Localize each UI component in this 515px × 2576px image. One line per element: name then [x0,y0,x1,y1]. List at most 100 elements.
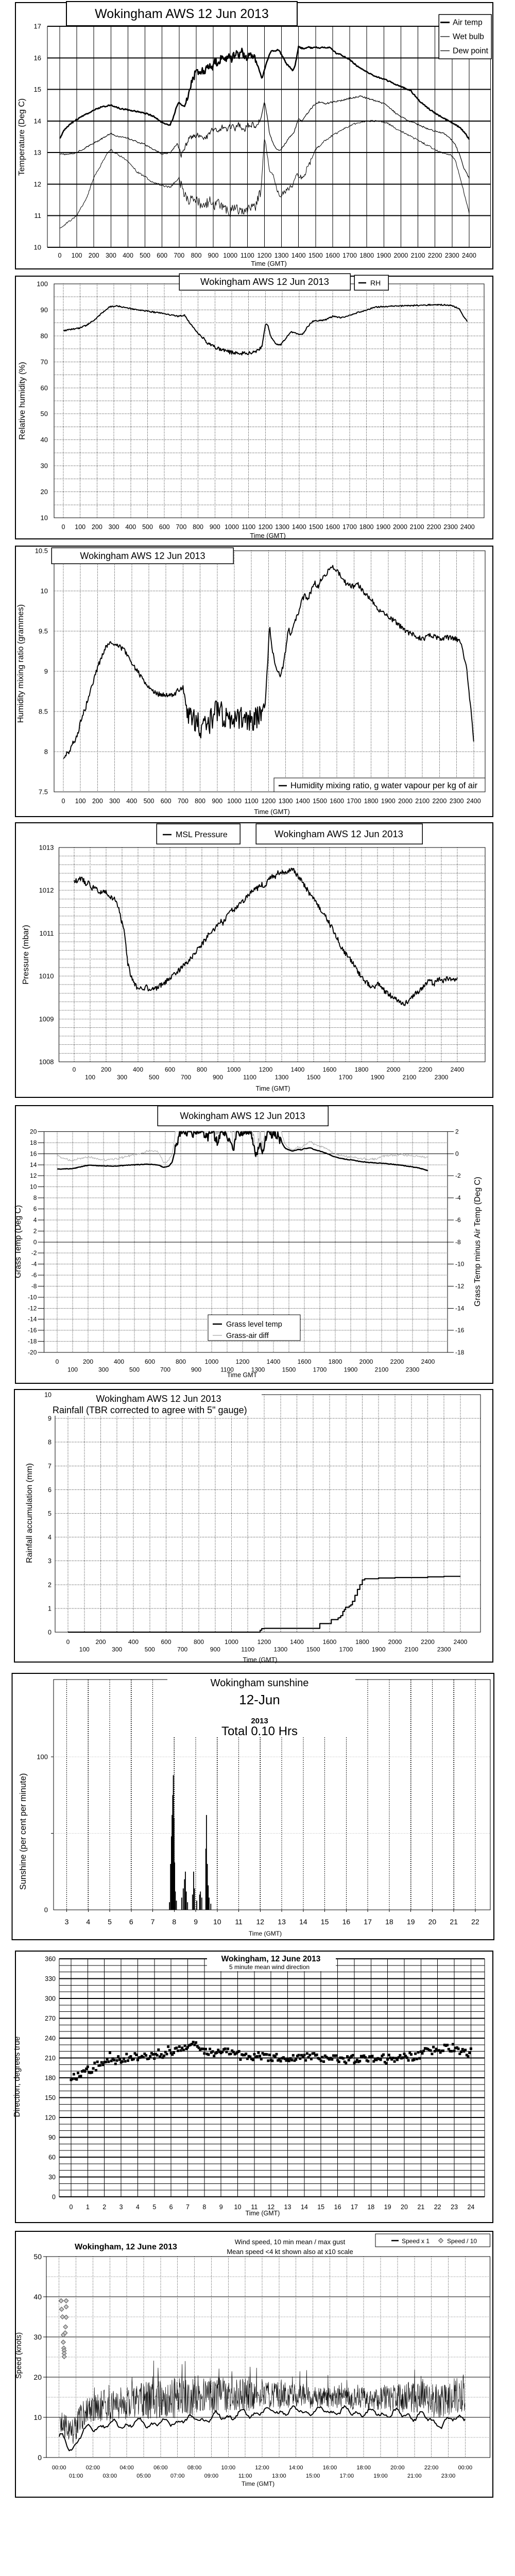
svg-text:100: 100 [72,252,82,259]
svg-text:9: 9 [219,2204,223,2211]
svg-text:1700: 1700 [313,1366,327,1374]
svg-text:1600: 1600 [323,1638,337,1646]
svg-text:100: 100 [79,1646,90,1653]
svg-text:1100: 1100 [220,1366,234,1374]
svg-text:-12: -12 [455,1282,465,1290]
svg-text:MSL Pressure: MSL Pressure [176,831,228,839]
svg-text:30: 30 [33,2333,42,2341]
svg-text:7: 7 [48,1463,52,1470]
svg-text:8: 8 [202,2204,206,2211]
svg-text:400: 400 [126,798,137,805]
svg-text:800: 800 [176,1358,186,1365]
svg-text:800: 800 [197,1066,207,1073]
svg-text:13:00: 13:00 [272,2473,286,2479]
svg-text:14: 14 [301,2204,308,2211]
svg-text:1900: 1900 [376,252,391,259]
svg-text:200: 200 [89,252,99,259]
svg-text:11: 11 [35,212,42,219]
svg-text:22: 22 [471,1918,479,1926]
svg-text:40: 40 [33,2293,42,2301]
svg-text:14: 14 [299,1918,307,1926]
svg-text:20: 20 [41,488,48,496]
svg-text:4: 4 [48,1534,52,1541]
svg-text:800: 800 [193,523,203,531]
svg-text:12: 12 [256,1918,265,1926]
svg-text:10: 10 [30,1183,37,1191]
svg-text:0: 0 [44,1906,48,1914]
svg-text:8.5: 8.5 [39,708,48,716]
svg-text:1: 1 [86,2204,90,2211]
svg-text:2400: 2400 [454,1638,468,1646]
svg-text:-14: -14 [28,1316,37,1323]
svg-text:2300: 2300 [445,252,459,259]
svg-text:2100: 2100 [375,1366,389,1374]
svg-text:Wokingham, 12 June 2013: Wokingham, 12 June 2013 [221,1955,321,1963]
svg-text:21: 21 [450,1918,458,1926]
svg-text:Speed / 10: Speed / 10 [447,2238,477,2245]
svg-text:300: 300 [109,798,120,805]
svg-text:19: 19 [407,1918,415,1926]
svg-text:12:00: 12:00 [255,2465,269,2471]
svg-text:11: 11 [235,1918,243,1926]
svg-text:10: 10 [44,1392,52,1399]
svg-text:17: 17 [364,1918,372,1926]
svg-text:2: 2 [102,2204,106,2211]
svg-text:2400: 2400 [467,798,481,805]
svg-text:1300: 1300 [251,1366,265,1374]
svg-text:4: 4 [136,2204,140,2211]
svg-text:180: 180 [45,2075,56,2082]
svg-text:22: 22 [434,2204,441,2211]
svg-text:50: 50 [41,410,48,418]
svg-text:17: 17 [34,23,41,30]
svg-text:-10: -10 [455,1261,465,1268]
svg-text:18:00: 18:00 [356,2465,371,2471]
svg-text:400: 400 [123,252,133,259]
svg-text:100: 100 [75,798,86,805]
svg-text:-12: -12 [28,1304,37,1312]
svg-text:210: 210 [45,2055,56,2062]
svg-text:18: 18 [30,1139,37,1146]
svg-text:-2: -2 [31,1249,37,1257]
svg-text:50: 50 [33,2252,42,2261]
svg-text:1013: 1013 [39,844,54,852]
svg-text:4: 4 [86,1918,90,1926]
svg-text:10: 10 [41,587,48,595]
svg-text:Grass level temp: Grass level temp [226,1320,282,1329]
svg-text:1200: 1200 [259,1066,273,1073]
svg-text:18: 18 [367,2204,374,2211]
svg-text:-8: -8 [31,1282,37,1290]
svg-text:900: 900 [213,1074,223,1081]
svg-text:15: 15 [317,2204,324,2211]
svg-text:1: 1 [48,1605,52,1612]
svg-text:1400: 1400 [267,1358,281,1365]
svg-text:5: 5 [152,2204,156,2211]
svg-text:2200: 2200 [428,252,442,259]
svg-text:13: 13 [34,149,41,157]
svg-text:6: 6 [169,2204,173,2211]
svg-text:6: 6 [48,1486,52,1494]
svg-text:-10: -10 [28,1294,37,1301]
svg-text:9.5: 9.5 [39,628,48,635]
svg-text:02:00: 02:00 [86,2465,100,2471]
svg-text:0: 0 [62,798,65,805]
svg-text:2200: 2200 [390,1358,404,1365]
svg-text:400: 400 [133,1066,143,1073]
svg-text:1400: 1400 [291,1066,305,1073]
svg-text:0: 0 [56,1358,59,1365]
svg-text:2200: 2200 [419,1066,433,1073]
svg-text:1500: 1500 [309,523,323,531]
svg-text:10.5: 10.5 [35,547,48,555]
svg-text:1500: 1500 [308,252,323,259]
svg-text:0: 0 [66,1638,70,1646]
svg-text:1100: 1100 [243,1074,256,1081]
svg-text:1500: 1500 [306,1646,320,1653]
svg-text:0: 0 [70,2204,73,2211]
svg-text:8: 8 [33,1194,37,1201]
svg-text:1900: 1900 [344,1366,358,1374]
svg-text:2000: 2000 [388,1638,402,1646]
svg-text:1100: 1100 [245,798,259,805]
svg-text:Time (GMT): Time (GMT) [243,1656,278,1664]
svg-text:Wokingham AWS 12 Jun 2013: Wokingham AWS 12 Jun 2013 [80,551,205,561]
svg-text:12: 12 [267,2204,274,2211]
svg-text:2000: 2000 [398,798,413,805]
